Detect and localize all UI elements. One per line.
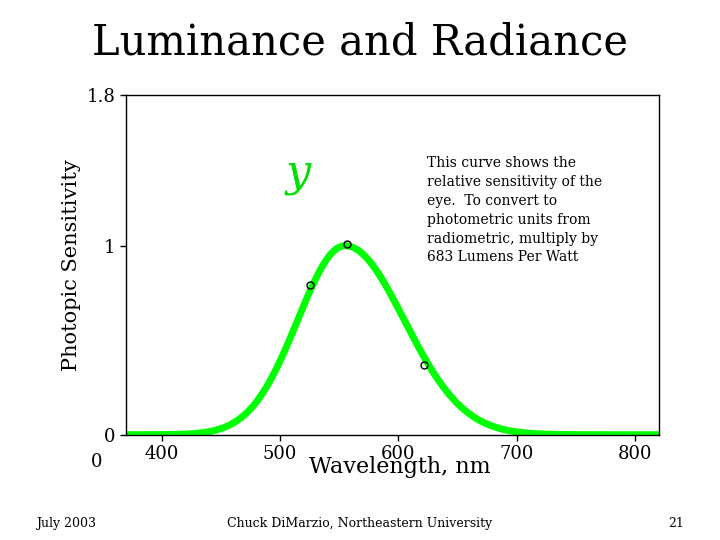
Text: y: y — [286, 152, 311, 195]
Text: Chuck DiMarzio, Northeastern University: Chuck DiMarzio, Northeastern University — [228, 517, 492, 530]
Text: This curve shows the
relative sensitivity of the
eye.  To convert to
photometric: This curve shows the relative sensitivit… — [427, 156, 602, 265]
Text: July 2003: July 2003 — [36, 517, 96, 530]
Text: 21: 21 — [668, 517, 684, 530]
Text: Wavelength, nm: Wavelength, nm — [309, 456, 490, 478]
Text: 0: 0 — [91, 454, 102, 471]
Text: Luminance and Radiance: Luminance and Radiance — [92, 22, 628, 64]
Y-axis label: Photopic Sensitivity: Photopic Sensitivity — [62, 159, 81, 370]
